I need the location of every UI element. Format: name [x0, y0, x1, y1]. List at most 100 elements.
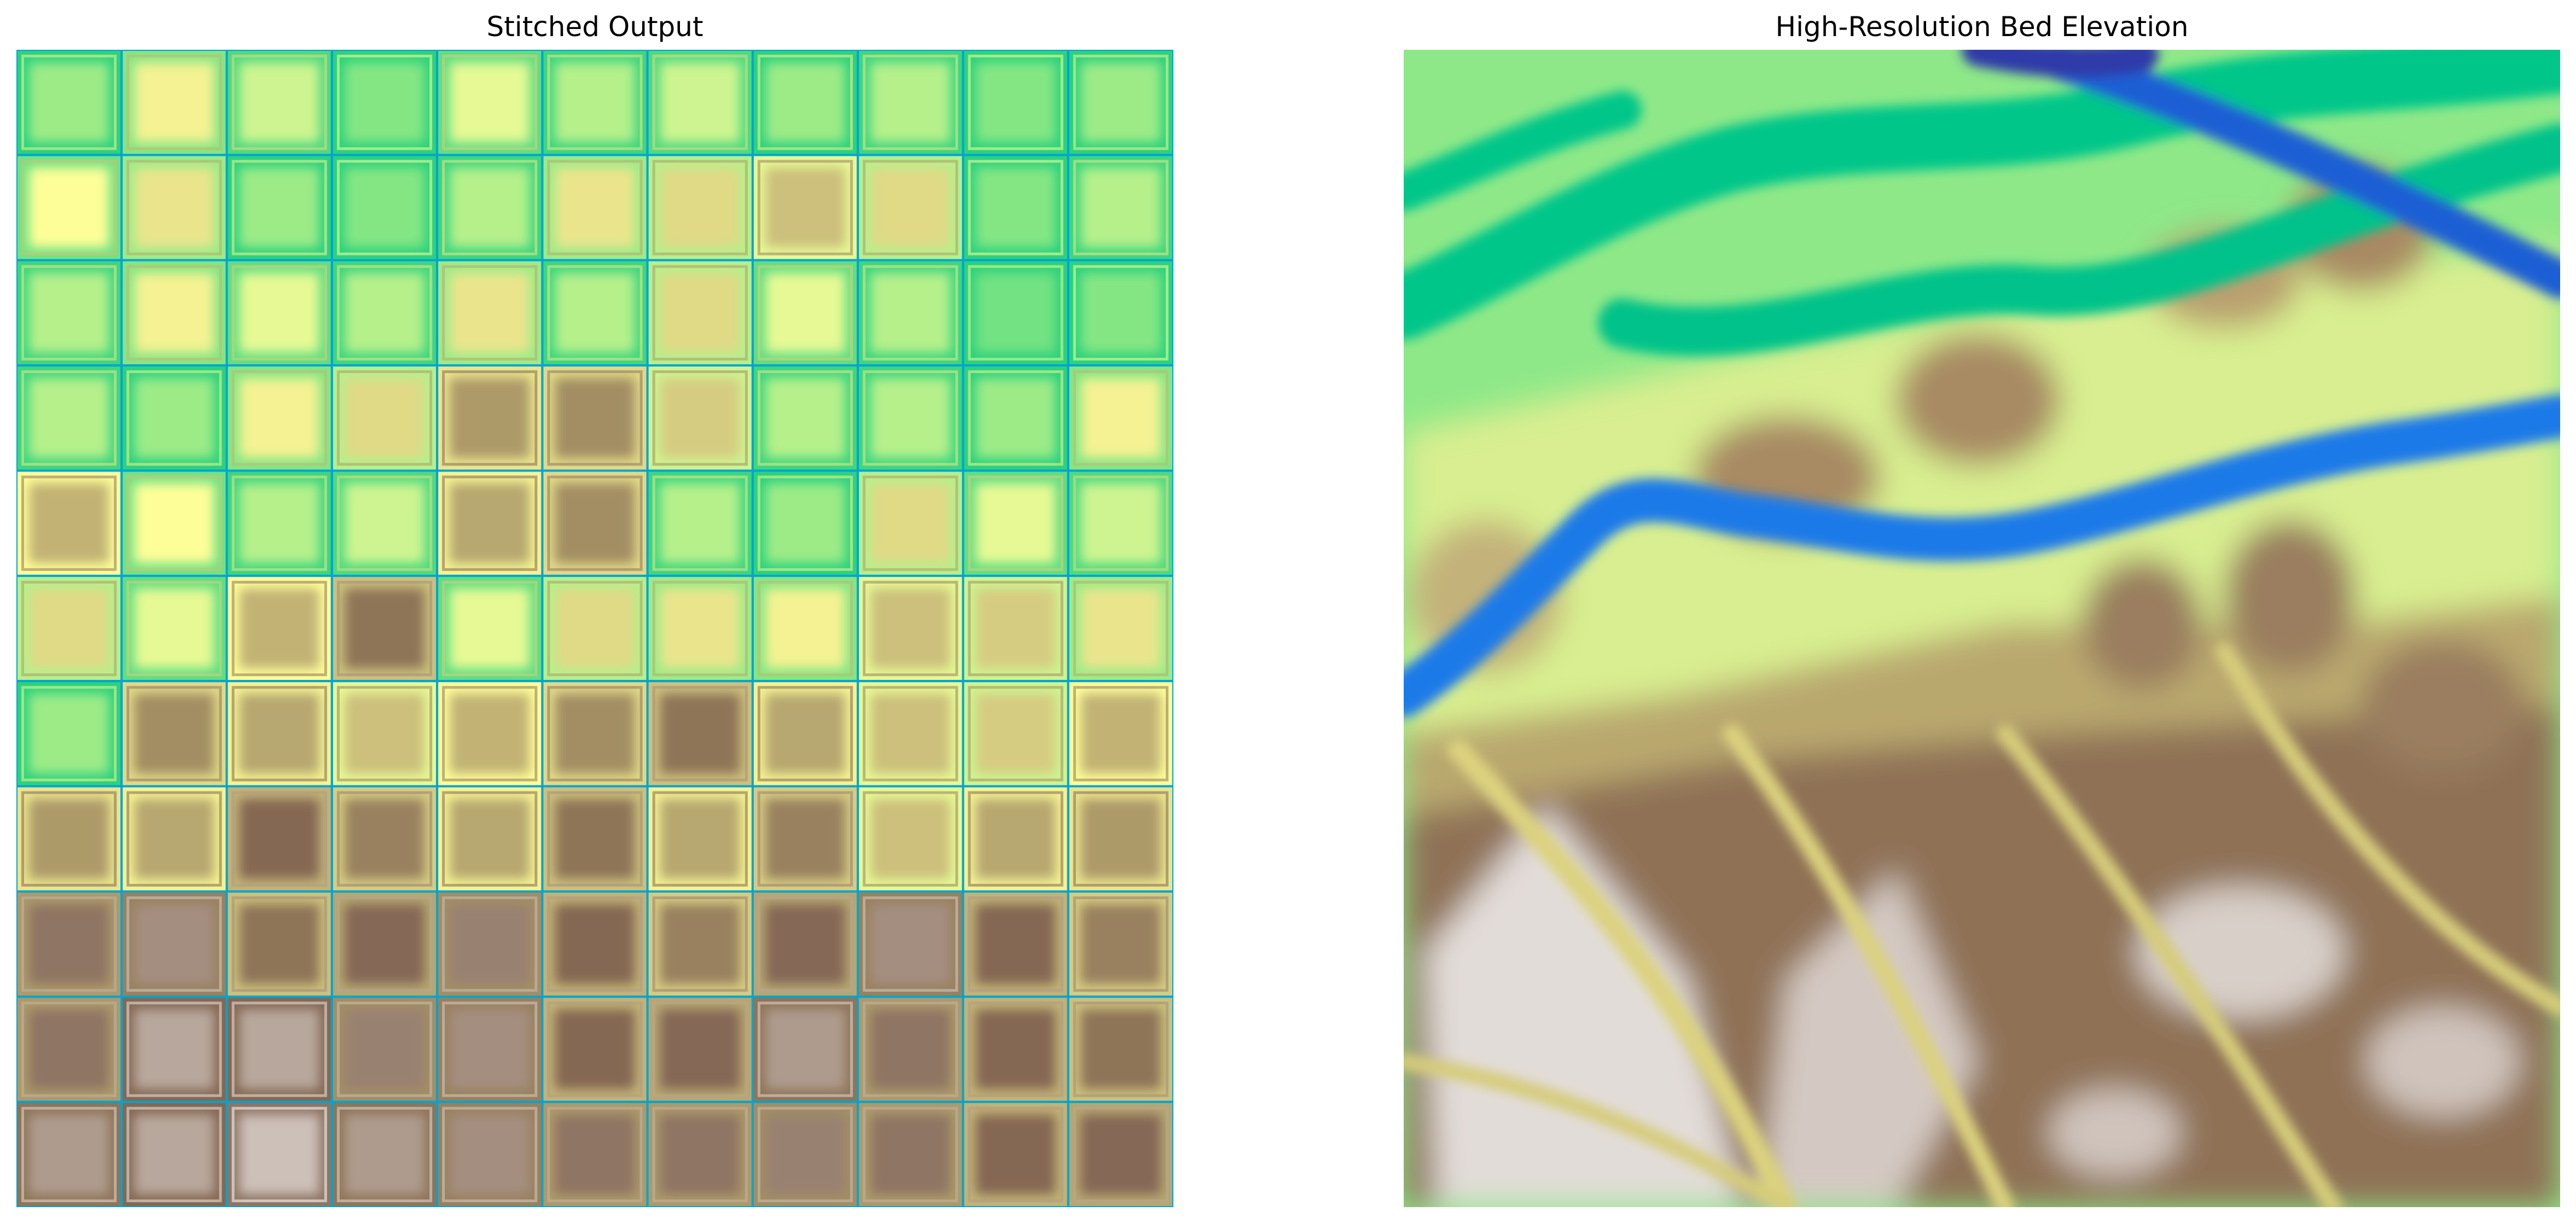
tile: [765, 483, 846, 563]
tile: [29, 378, 109, 458]
tile-edge: [652, 265, 748, 361]
tile: [870, 588, 951, 669]
tile-edge: [442, 55, 538, 150]
tile-edge: [336, 896, 433, 992]
tile-edge: [652, 1106, 748, 1202]
tile-edge: [336, 580, 433, 677]
tile-edge: [231, 580, 327, 677]
tile: [29, 799, 109, 879]
tile-edge: [968, 686, 1063, 782]
tile: [660, 272, 740, 353]
tile: [870, 272, 951, 353]
tile-edge: [968, 55, 1063, 150]
tile: [134, 799, 214, 879]
tile: [239, 1009, 319, 1090]
valley-channel: [1598, 124, 2560, 357]
tile-edge: [1073, 265, 1169, 361]
tile: [555, 378, 635, 458]
tile: [660, 62, 740, 143]
tile-edge: [547, 1001, 643, 1097]
tile: [660, 483, 740, 563]
tile: [765, 694, 846, 774]
tile-edge: [968, 160, 1063, 255]
tile-edge: [757, 475, 853, 571]
tile-edge: [21, 686, 117, 782]
tile: [29, 1114, 109, 1195]
tile: [450, 483, 530, 563]
tile-edge: [968, 475, 1063, 571]
tile-edge: [652, 896, 748, 992]
peak: [2361, 640, 2525, 772]
tile: [555, 1114, 635, 1195]
tile-edge: [968, 265, 1063, 361]
tile: [765, 1114, 846, 1195]
tile-edge: [1073, 686, 1169, 782]
tile-edge: [126, 1106, 222, 1202]
tile: [450, 62, 530, 143]
tile: [660, 1009, 740, 1090]
tile-edge: [126, 55, 222, 150]
tile: [765, 588, 846, 669]
ridge: [2215, 642, 2560, 1016]
tile-edge: [21, 791, 117, 887]
tile: [450, 694, 530, 774]
tile-edge: [231, 1001, 327, 1097]
tile-edge: [547, 370, 643, 466]
tile: [134, 588, 214, 669]
tile-edge: [547, 160, 643, 255]
bed-elevation-title: High-Resolution Bed Elevation: [1775, 11, 2189, 43]
tile: [344, 1114, 425, 1195]
tile: [239, 904, 319, 985]
tile-edge: [442, 370, 538, 466]
tile-edge: [863, 370, 958, 466]
tile: [555, 483, 635, 563]
tile: [870, 799, 951, 879]
tile: [29, 272, 109, 353]
tile-edge: [1073, 1106, 1169, 1202]
tile: [1080, 588, 1161, 669]
tile-edge: [231, 370, 327, 466]
tile: [555, 694, 635, 774]
tile: [555, 62, 635, 143]
tile-edge: [126, 580, 222, 677]
tile: [134, 694, 214, 774]
tile: [450, 588, 530, 669]
tile-edge: [231, 160, 327, 255]
tile: [870, 1114, 951, 1195]
tile: [660, 904, 740, 985]
tile-edge: [968, 370, 1063, 466]
tile-edge: [863, 55, 958, 150]
tile: [870, 378, 951, 458]
ridge: [1404, 1053, 1795, 1207]
tile-edge: [336, 55, 433, 150]
tile-edge: [547, 580, 643, 677]
tile-edge: [757, 580, 853, 677]
tile-edge: [757, 1106, 853, 1202]
tile-edge: [1073, 55, 1169, 150]
tile-edge: [442, 265, 538, 361]
tile-edge: [547, 55, 643, 150]
tile-edge: [863, 265, 958, 361]
tile: [450, 272, 530, 353]
tile: [1080, 799, 1161, 879]
tile: [29, 62, 109, 143]
tile: [555, 588, 635, 669]
tile: [239, 1114, 319, 1195]
main-river: [1404, 394, 2560, 717]
tile-edge: [757, 896, 853, 992]
tile: [975, 799, 1056, 879]
tile: [975, 167, 1056, 248]
tile: [975, 62, 1056, 143]
tile-edge: [126, 370, 222, 466]
tile-edge: [21, 160, 117, 255]
tile: [239, 272, 319, 353]
peak: [1896, 334, 2060, 465]
tile-edge: [336, 160, 433, 255]
tile: [134, 1114, 214, 1195]
bed-elevation-image: [1404, 50, 2560, 1207]
tile: [765, 904, 846, 985]
tile: [239, 483, 319, 563]
ridge: [1996, 724, 2343, 1207]
tile-edge: [442, 686, 538, 782]
tile-edge: [863, 1106, 958, 1202]
